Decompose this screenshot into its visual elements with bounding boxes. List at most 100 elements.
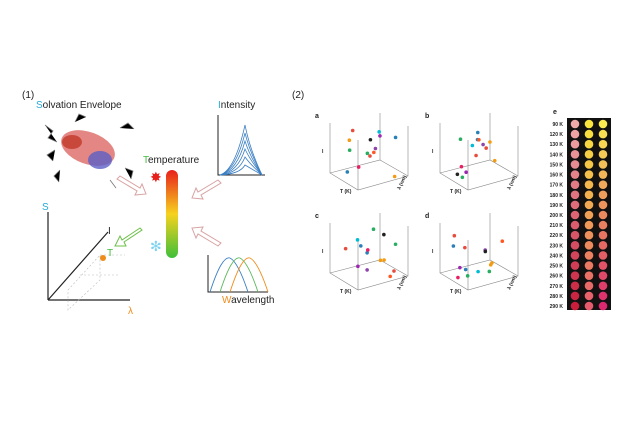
scatter-dot xyxy=(487,269,492,274)
scatter-dot xyxy=(483,249,488,254)
arrows xyxy=(114,175,222,247)
emission-dot xyxy=(584,119,594,129)
row-label: 270 K xyxy=(550,284,564,290)
emission-dot xyxy=(584,261,594,270)
emission-dot xyxy=(570,190,580,200)
wavelength-plot xyxy=(207,255,269,293)
emission-dot xyxy=(584,170,594,179)
x-label: T (K) xyxy=(450,289,462,295)
scatter-dot xyxy=(371,227,376,232)
row-label: 240 K xyxy=(550,253,564,259)
emission-dot xyxy=(570,129,580,139)
scatter-dot xyxy=(382,258,386,262)
emission-dot xyxy=(584,271,594,280)
emission-dot xyxy=(598,180,608,189)
emission-dot xyxy=(598,291,608,301)
emission-dot xyxy=(584,190,594,200)
row-label: 140 K xyxy=(550,152,564,158)
scatter-dot xyxy=(463,245,467,250)
scatter-dot xyxy=(451,244,456,248)
emission-dot xyxy=(570,281,580,291)
row-label: 190 K xyxy=(550,203,564,209)
axis-t: T xyxy=(107,248,113,259)
emission-dot xyxy=(598,129,608,139)
emission-dot xyxy=(584,200,594,210)
scatter-dot xyxy=(347,138,352,142)
emission-dot xyxy=(584,129,594,139)
scatter-dot xyxy=(490,261,494,265)
emission-dot xyxy=(570,210,580,220)
x-label: T (K) xyxy=(340,189,352,195)
scatter-dot xyxy=(475,130,480,135)
emission-dot xyxy=(570,251,580,260)
emission-dot xyxy=(598,150,608,159)
scatter-dot xyxy=(388,274,393,279)
emission-dot xyxy=(598,271,608,280)
hot-icon: ✸ xyxy=(150,169,162,185)
scatter-dot xyxy=(476,269,480,274)
scatter-dot xyxy=(365,250,369,255)
temperature-title: Temperature xyxy=(143,155,200,166)
axis-i: I xyxy=(108,226,111,237)
emission-dot xyxy=(570,241,580,250)
scatter-dot xyxy=(464,170,468,175)
emission-dot xyxy=(584,139,594,149)
row-label: 260 K xyxy=(550,274,564,280)
row-label: 220 K xyxy=(550,233,564,239)
subplot-letter: d xyxy=(425,213,429,220)
emission-dot xyxy=(584,210,594,220)
scatter-dot xyxy=(373,146,378,151)
emission-dot xyxy=(598,261,608,270)
scatter-dot xyxy=(377,130,381,134)
scatter-dot xyxy=(458,137,463,141)
scatter-dot xyxy=(355,238,360,242)
temperature-bar xyxy=(166,170,178,258)
axis-box xyxy=(439,213,519,291)
subplot-letter: c xyxy=(315,213,319,220)
z-label: I xyxy=(432,249,434,255)
scatter-dot xyxy=(456,275,460,280)
emission-dot xyxy=(570,220,580,230)
scatter-dot xyxy=(368,154,372,158)
y-label: λ (nm) xyxy=(396,174,408,190)
scatter-dot xyxy=(477,138,481,142)
scatter-dot xyxy=(463,267,468,272)
subplot: a T (K) λ (nm) I xyxy=(315,113,409,195)
emission-dot xyxy=(584,251,594,260)
emission-dot xyxy=(598,190,608,200)
axis-s: S xyxy=(42,202,49,213)
subplot: c T (K) λ (nm) I xyxy=(315,213,409,295)
x-label: T (K) xyxy=(450,189,462,195)
subplot-letter: a xyxy=(315,113,319,120)
z-label: I xyxy=(322,249,324,255)
cold-icon: ✻ xyxy=(150,238,162,254)
emission-dot xyxy=(570,170,580,179)
emission-dot xyxy=(570,301,580,311)
emission-dot xyxy=(598,160,608,169)
scatter-dot xyxy=(393,242,398,247)
scatter-dot xyxy=(459,164,464,169)
scatter-dot xyxy=(470,143,475,148)
scatter-dot xyxy=(345,170,350,174)
row-label: 200 K xyxy=(550,213,564,219)
y-label: λ (nm) xyxy=(396,274,408,290)
intensity-plot xyxy=(217,115,265,176)
row-label: 150 K xyxy=(550,162,564,168)
panel-label: (2) xyxy=(292,90,304,101)
emission-dot xyxy=(584,291,594,301)
axis-box xyxy=(329,113,409,191)
scatter-dot xyxy=(393,135,398,140)
wavelength-title: Wavelength xyxy=(222,295,274,306)
emission-dot xyxy=(570,261,580,270)
scatter-dot xyxy=(356,165,361,169)
y-label: λ (nm) xyxy=(506,274,518,290)
emission-dot xyxy=(598,220,608,230)
z-label: I xyxy=(432,149,434,155)
row-label: 290 K xyxy=(550,304,564,310)
scatter-dot xyxy=(378,134,382,138)
emission-dot xyxy=(584,220,594,230)
intensity-title: Intensity xyxy=(218,100,255,111)
emission-dot xyxy=(598,230,608,240)
emission-dot xyxy=(598,241,608,250)
